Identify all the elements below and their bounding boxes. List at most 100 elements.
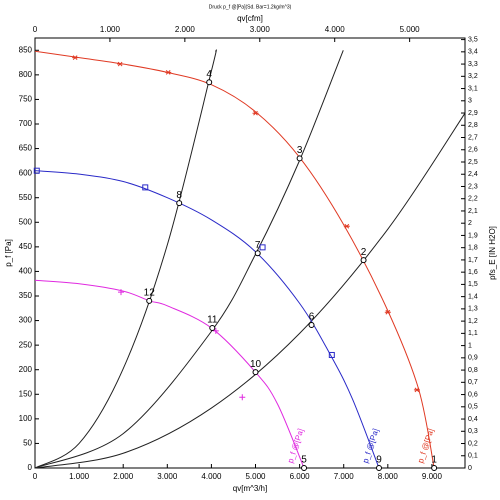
x2-tick-label: 2.000 xyxy=(175,25,196,34)
y-axis-title: p_f [Pa] xyxy=(4,239,13,267)
y2-tick-label: 0,7 xyxy=(468,379,478,386)
operating-point xyxy=(176,200,183,207)
measured-marker xyxy=(413,387,420,393)
y2-tick-label: 0,3 xyxy=(468,428,478,435)
operating-point xyxy=(254,250,261,257)
operating-point-label: 3 xyxy=(297,145,303,156)
operating-point-label: 11 xyxy=(207,315,218,326)
operating-point xyxy=(296,155,303,162)
y2-tick-label: 1,7 xyxy=(468,257,478,264)
y2-tick-label: 1,6 xyxy=(468,269,478,276)
operating-point xyxy=(146,297,153,304)
operating-point xyxy=(301,465,308,471)
y2-tick-label: 2,6 xyxy=(468,147,478,154)
x2-tick-label: 5.000 xyxy=(400,25,421,34)
x-tick-label: 8.000 xyxy=(378,472,399,481)
y2-tick-label: 2,9 xyxy=(468,110,478,117)
y-tick-label: 600 xyxy=(19,168,33,177)
measured-marker xyxy=(343,223,350,229)
y2-tick-label: 3,2 xyxy=(468,73,478,80)
y2-tick-label: 0,6 xyxy=(468,391,478,398)
y2-tick-label: 0,2 xyxy=(468,440,478,447)
system-curve xyxy=(34,112,466,469)
fan-curve xyxy=(34,279,305,469)
y2-tick-label: 0 xyxy=(468,465,472,472)
y-tick-label: 300 xyxy=(19,316,33,325)
measured-marker xyxy=(165,70,172,75)
x2-axis-title: qv[cfm] xyxy=(237,14,263,23)
x2-tick-label: 0 xyxy=(33,25,38,34)
x-tick-label: 7.000 xyxy=(334,472,355,481)
y2-tick-label: 0,4 xyxy=(468,416,478,423)
measured-marker xyxy=(212,327,219,334)
plot-frame xyxy=(34,37,466,469)
y2-tick-label: 3,1 xyxy=(468,85,478,92)
y2-tick-label: 3 xyxy=(468,98,472,105)
operating-point-label: 9 xyxy=(376,455,382,466)
y2-tick-label: 2,5 xyxy=(468,159,478,166)
y-tick-label: 800 xyxy=(19,70,33,79)
y-tick-label: 150 xyxy=(19,389,33,398)
operating-point-label: 6 xyxy=(309,312,315,323)
x-tick-label: 5.000 xyxy=(245,472,266,481)
x-tick-label: 4.000 xyxy=(201,472,222,481)
x-tick-label: 6.000 xyxy=(290,472,311,481)
y2-tick-label: 1 xyxy=(468,342,472,349)
y-tick-label: 50 xyxy=(23,439,32,448)
y-tick-label: 700 xyxy=(19,119,33,128)
y-tick-label: 450 xyxy=(19,242,33,251)
y2-tick-label: 3,3 xyxy=(468,61,478,68)
measured-marker xyxy=(384,309,391,315)
operating-point xyxy=(209,324,216,331)
measured-marker xyxy=(117,61,124,67)
measured-marker xyxy=(72,55,79,61)
y-tick-label: 0 xyxy=(28,463,33,472)
y2-tick-label: 1,3 xyxy=(468,306,478,313)
y2-tick-label: 3,4 xyxy=(468,49,478,56)
operating-point-label: 10 xyxy=(250,359,262,370)
y-tick-label: 200 xyxy=(19,365,33,374)
measured-marker xyxy=(33,167,40,174)
fan-curve xyxy=(34,50,435,469)
y-tick-label: 500 xyxy=(19,217,33,226)
y2-tick-label: 1,4 xyxy=(468,293,478,300)
y-tick-label: 100 xyxy=(19,414,33,423)
y2-tick-label: 0,9 xyxy=(468,355,478,362)
y-tick-label: 250 xyxy=(19,340,33,349)
operating-point xyxy=(308,321,315,328)
y2-tick-label: 1,1 xyxy=(468,330,478,337)
y2-tick-label: 1,8 xyxy=(468,245,478,252)
operating-point-label: 2 xyxy=(361,247,367,258)
y-tick-label: 400 xyxy=(19,267,33,276)
y2-tick-label: 2,1 xyxy=(468,208,478,215)
x2-tick-label: 4.000 xyxy=(325,25,346,34)
y2-tick-label: 1,9 xyxy=(468,232,478,239)
operating-point-label: 12 xyxy=(144,288,156,299)
x-tick-label: 9.000 xyxy=(422,472,443,481)
measured-marker xyxy=(142,184,149,191)
y2-tick-label: 1,2 xyxy=(468,318,478,325)
measured-marker xyxy=(328,351,335,358)
operating-point xyxy=(360,257,367,264)
y2-tick-label: 1,5 xyxy=(468,281,478,288)
operating-point-label: 7 xyxy=(255,240,261,251)
fan-curve xyxy=(34,170,380,469)
operating-point-label: 1 xyxy=(431,455,437,466)
operating-point xyxy=(206,79,213,86)
x-tick-label: 2.000 xyxy=(113,472,134,481)
y2-tick-label: 2,4 xyxy=(468,171,478,178)
operating-point xyxy=(252,369,259,376)
x-tick-label: 3.000 xyxy=(157,472,178,481)
y-tick-label: 650 xyxy=(19,144,33,153)
x2-tick-label: 1.000 xyxy=(100,25,121,34)
y2-tick-label: 2,2 xyxy=(468,196,478,203)
x-axis-title: qv[m^3/h] xyxy=(233,484,267,493)
operating-point xyxy=(376,465,382,471)
measured-marker xyxy=(239,394,246,401)
operating-point-label: 5 xyxy=(301,455,307,466)
system-curve xyxy=(34,49,217,469)
measured-marker xyxy=(252,110,259,116)
operating-point-label: 8 xyxy=(176,190,182,201)
y2-tick-label: 2,3 xyxy=(468,183,478,190)
